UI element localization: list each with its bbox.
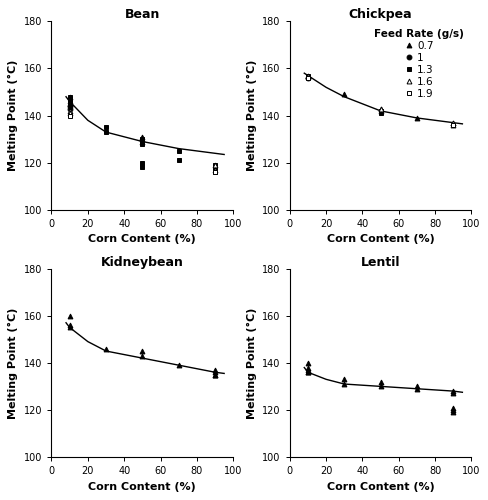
X-axis label: Corn Content (%): Corn Content (%) xyxy=(326,482,434,492)
X-axis label: Corn Content (%): Corn Content (%) xyxy=(88,482,196,492)
Y-axis label: Melting Point (°C): Melting Point (°C) xyxy=(8,60,19,172)
Title: Lentil: Lentil xyxy=(360,256,400,268)
Y-axis label: Melting Point (°C): Melting Point (°C) xyxy=(246,60,256,172)
Y-axis label: Melting Point (°C): Melting Point (°C) xyxy=(8,307,19,418)
X-axis label: Corn Content (%): Corn Content (%) xyxy=(88,234,196,244)
Title: Bean: Bean xyxy=(124,8,160,22)
Y-axis label: Melting Point (°C): Melting Point (°C) xyxy=(246,307,256,418)
X-axis label: Corn Content (%): Corn Content (%) xyxy=(326,234,434,244)
Legend: 0.7, 1, 1.3, 1.6, 1.9: 0.7, 1, 1.3, 1.6, 1.9 xyxy=(371,26,466,101)
Title: Kidneybean: Kidneybean xyxy=(101,256,183,268)
Title: Chickpea: Chickpea xyxy=(348,8,411,22)
